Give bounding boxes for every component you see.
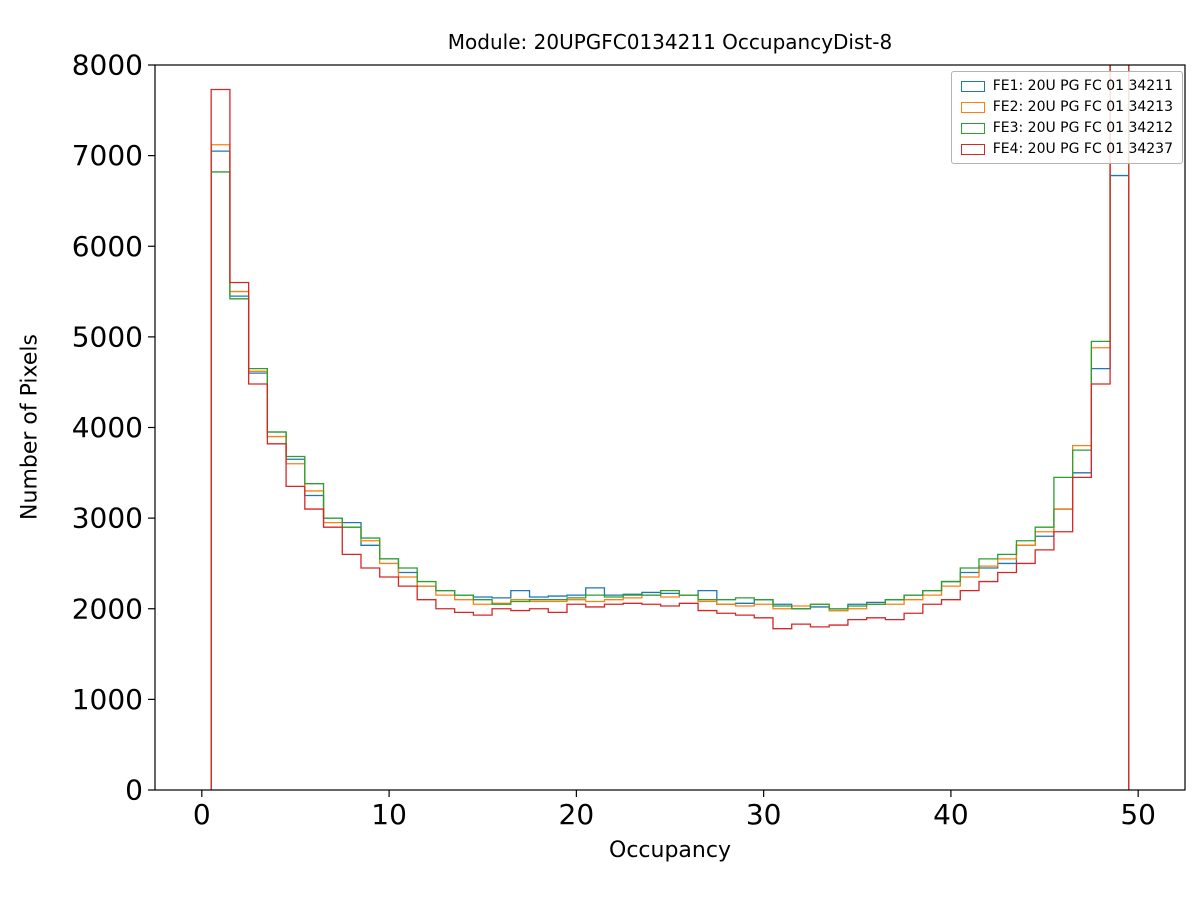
x-tick-label: 20 bbox=[559, 798, 595, 831]
x-axis-label: Occupancy bbox=[609, 838, 731, 863]
x-tick-label: 0 bbox=[193, 798, 211, 831]
legend-swatch-icon bbox=[960, 143, 985, 155]
x-tick-label: 10 bbox=[371, 798, 407, 831]
y-tick-label: 6000 bbox=[72, 230, 143, 263]
y-tick-label: 1000 bbox=[72, 683, 143, 716]
legend-item-3: FE3: 20U PG FC 01 34212 bbox=[960, 120, 1173, 136]
y-tick-label: 4000 bbox=[72, 411, 143, 444]
x-tick-label: 40 bbox=[933, 798, 969, 831]
chart-title: Module: 20UPGFC0134211 OccupancyDist-8 bbox=[447, 30, 893, 54]
series-4-step-line bbox=[210, 65, 1130, 790]
axes-spines bbox=[154, 64, 1186, 791]
legend-item-4: FE4: 20U PG FC 01 34237 bbox=[960, 141, 1173, 157]
legend-swatch-icon bbox=[960, 101, 985, 113]
y-axis-label: Number of Pixels bbox=[17, 334, 43, 520]
legend-label: FE2: 20U PG FC 01 34213 bbox=[992, 99, 1173, 115]
x-tick-label: 50 bbox=[1120, 798, 1156, 831]
y-tick-label: 8000 bbox=[72, 49, 143, 82]
series-3-step-line bbox=[210, 65, 1130, 790]
y-tick-label: 2000 bbox=[72, 592, 143, 625]
legend-item-2: FE2: 20U PG FC 01 34213 bbox=[960, 99, 1173, 115]
legend-label: FE4: 20U PG FC 01 34237 bbox=[992, 141, 1173, 157]
y-tick-label: 0 bbox=[125, 774, 143, 807]
y-tick-label: 3000 bbox=[72, 502, 143, 535]
legend-label: FE1: 20U PG FC 01 34211 bbox=[992, 78, 1173, 94]
series-1-step-line bbox=[210, 150, 1130, 790]
x-tick-label: 30 bbox=[746, 798, 782, 831]
legend: FE1: 20U PG FC 01 34211 FE2: 20U PG FC 01… bbox=[950, 71, 1183, 164]
legend-item-1: FE1: 20U PG FC 01 34211 bbox=[960, 78, 1173, 94]
y-tick-label: 5000 bbox=[72, 320, 143, 353]
legend-label: FE3: 20U PG FC 01 34212 bbox=[992, 120, 1173, 136]
legend-swatch-icon bbox=[960, 122, 985, 134]
y-tick-label: 7000 bbox=[72, 139, 143, 172]
legend-swatch-icon bbox=[960, 80, 985, 92]
